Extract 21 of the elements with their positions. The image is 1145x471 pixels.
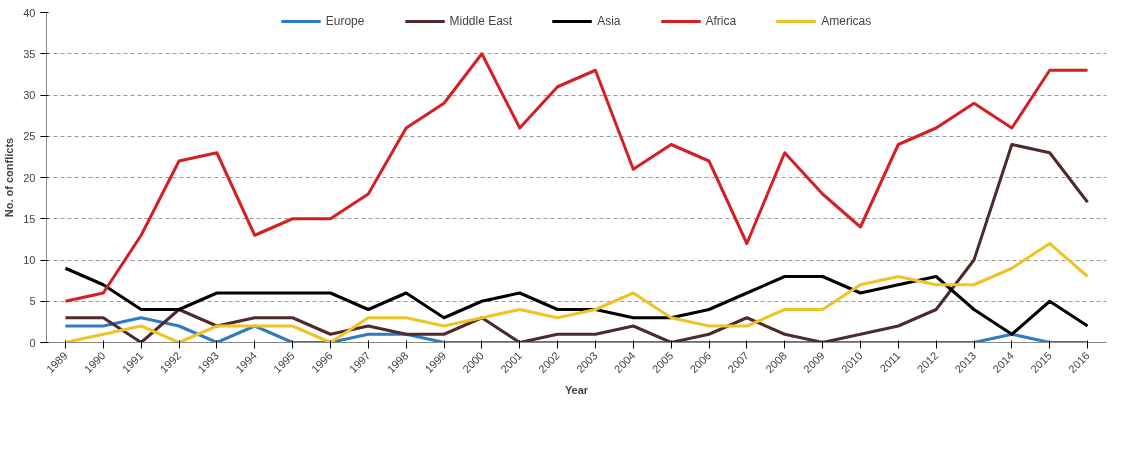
line-series xyxy=(63,266,1090,336)
line-series xyxy=(63,52,1090,303)
x-axis-title: Year xyxy=(564,384,589,397)
y-tick-label: 30 xyxy=(23,89,36,101)
line-series xyxy=(63,242,1090,343)
y-tick-label: 35 xyxy=(23,47,36,60)
y-tick-label: 40 xyxy=(23,6,36,19)
y-tick-label: 10 xyxy=(23,254,36,266)
legend-label: Europe xyxy=(325,14,365,28)
legend-label: Americas xyxy=(821,14,872,28)
line-series xyxy=(63,143,1090,343)
y-tick-label: 25 xyxy=(23,130,36,143)
line-series xyxy=(63,316,1090,343)
legend-label: Asia xyxy=(597,14,621,28)
y-tick-label: 0 xyxy=(29,336,36,349)
legend-label: Africa xyxy=(705,14,737,28)
y-tick-label: 15 xyxy=(23,212,36,225)
y-tick-label: 20 xyxy=(23,171,36,184)
legend-label: Middle East xyxy=(449,14,513,28)
y-tick-label: 5 xyxy=(29,295,36,308)
y-axis-title: No. of conflicts xyxy=(3,137,16,218)
